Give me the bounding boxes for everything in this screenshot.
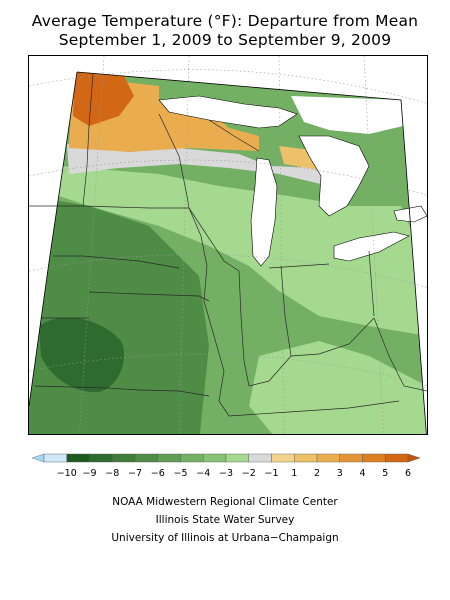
hot-anomaly-zone — [73, 72, 134, 126]
credit-noaa: NOAA Midwestern Regional Climate Center — [112, 496, 338, 508]
legend-swatch — [89, 453, 113, 463]
legend-swatch — [225, 453, 249, 463]
lake-huron — [298, 135, 370, 217]
legend-swatch — [362, 453, 386, 463]
legend-tick-label: 6 — [405, 468, 411, 479]
darkest-green-zone — [39, 317, 125, 393]
lake-ontario — [393, 205, 427, 223]
legend-swatch — [112, 453, 136, 463]
legend-swatch — [294, 453, 318, 463]
legend-swatch — [66, 453, 90, 463]
legend-tick-label: −10 — [57, 468, 77, 479]
legend-tick-label: 3 — [337, 468, 343, 479]
credit-uiuc: University of Illinois at Urbana−Champai… — [111, 532, 339, 544]
legend-swatch — [316, 453, 340, 463]
legend-tick-label: −9 — [82, 468, 96, 479]
legend-swatch — [407, 453, 421, 463]
lake-michigan — [250, 157, 278, 267]
legend-swatch — [271, 453, 295, 463]
legend-swatch — [248, 453, 272, 463]
legend-swatch — [43, 453, 67, 463]
map-date-range: September 1, 2009 to September 9, 2009 — [58, 31, 392, 49]
legend-tick-label: −2 — [242, 468, 256, 479]
legend-swatch — [339, 453, 363, 463]
legend-tick-label: 5 — [382, 468, 388, 479]
canada-no-data — [291, 96, 403, 134]
graticule — [29, 56, 427, 434]
legend-tick-label: 4 — [359, 468, 365, 479]
legend-tick-label: −8 — [105, 468, 119, 479]
legend-tick-label: −4 — [196, 468, 210, 479]
legend-swatch — [134, 453, 158, 463]
legend-swatch — [203, 453, 227, 463]
legend-tick-label: −5 — [173, 468, 187, 479]
lake-erie — [333, 231, 410, 262]
legend-swatch — [180, 453, 204, 463]
credit-isws: Illinois State Water Survey — [155, 514, 295, 526]
legend-tick-label: −1 — [264, 468, 278, 479]
legend-tick-label: −6 — [151, 468, 165, 479]
state-boundaries — [29, 73, 427, 417]
temperature-departure-map — [28, 55, 428, 435]
legend-tick-label: 1 — [291, 468, 297, 479]
lake-superior — [158, 95, 298, 129]
great-lakes — [158, 95, 427, 267]
region-outline — [29, 71, 427, 434]
legend-swatch — [31, 453, 45, 463]
legend-tick-label: −3 — [219, 468, 233, 479]
legend-tick-label: 2 — [314, 468, 320, 479]
legend-swatch — [385, 453, 409, 463]
color-legend: −10−9−8−7−6−5−4−3−2−11234567 — [30, 452, 434, 482]
near-normal-band — [67, 144, 369, 186]
legend-tick-label: −7 — [128, 468, 142, 479]
map-title: Average Temperature (°F): Departure from… — [31, 12, 419, 30]
legend-swatch — [157, 453, 181, 463]
